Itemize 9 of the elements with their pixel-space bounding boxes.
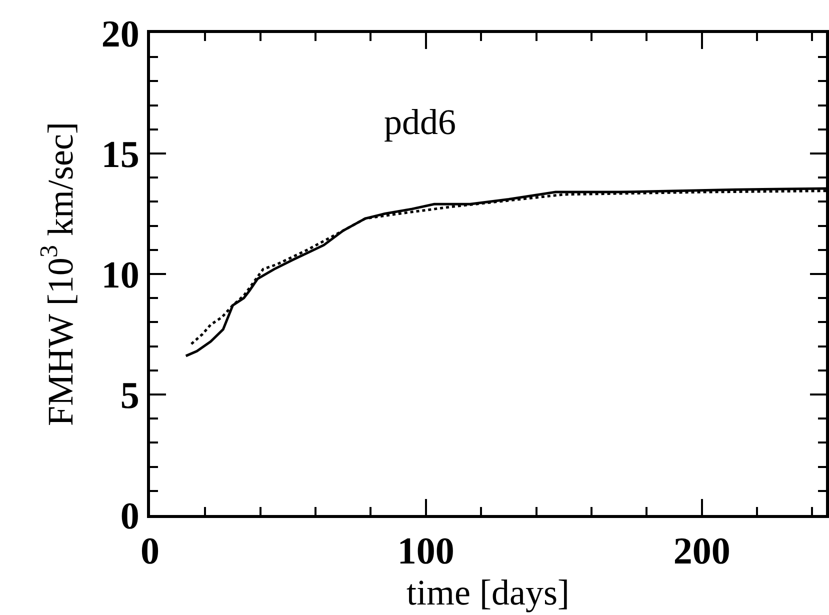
y-tick-label: 0 [120,495,140,538]
y-tick-label: 20 [101,13,140,56]
y-tick-label: 5 [120,374,140,417]
annotation: pdd6 [384,102,456,142]
x-tick-label: 200 [673,530,730,573]
y-tick-label: 10 [101,254,140,296]
x-tick-label: 100 [397,530,454,573]
x-axis-title: time [days] [406,572,570,613]
y-tick-label: 15 [101,134,140,176]
